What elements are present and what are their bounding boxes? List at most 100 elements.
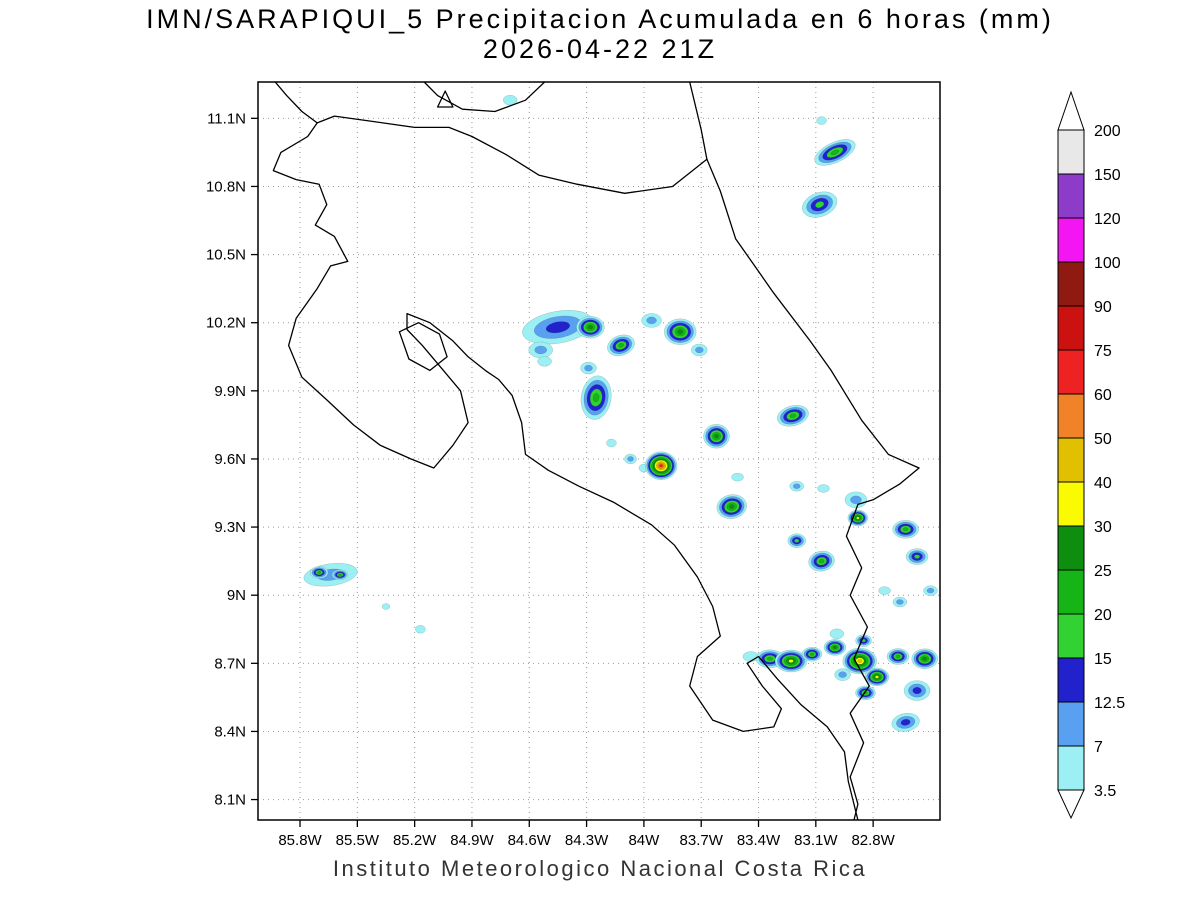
precip-contour: [809, 652, 815, 656]
colorbar-label: 3.5: [1094, 783, 1116, 800]
precip-contour: [817, 484, 830, 493]
lake-island-outline: [436, 90, 454, 108]
source-caption: Instituto Meteorologico Nacional Costa R…: [332, 856, 868, 881]
precip-contour: [587, 325, 593, 330]
precip-contour: [731, 472, 744, 482]
colorbar-label: 120: [1094, 211, 1121, 228]
x-tick-label: 83.1W: [794, 832, 838, 849]
x-tick-label: 82.8W: [851, 832, 895, 849]
precip-contour: [794, 538, 800, 543]
colorbar-band: [1057, 393, 1085, 439]
colorbar-label: 25: [1094, 563, 1112, 580]
precip-contour: [534, 345, 547, 355]
precip-contour: [788, 659, 794, 663]
colorbar-band: [1057, 437, 1085, 483]
precip-contour: [729, 504, 735, 509]
precipitation-field: [303, 94, 938, 732]
precip-contour: [714, 434, 719, 439]
lake-nicaragua-shore-outline: [423, 82, 546, 113]
y-tick-label: 9N: [227, 587, 246, 604]
colorbar-band: [1057, 349, 1085, 395]
colorbar-band: [1057, 613, 1085, 659]
precip-contour: [838, 671, 847, 678]
precip-contour: [545, 321, 570, 334]
colorbar-band: [1057, 569, 1085, 615]
colorbar-label: 20: [1094, 607, 1112, 624]
y-tick-label: 11.1N: [207, 110, 246, 127]
colorbar-label: 150: [1094, 167, 1121, 184]
colorbar-label: 12.5: [1094, 695, 1125, 712]
y-tick-label: 9.6N: [214, 451, 246, 468]
colorbar-under-arrow: [1057, 789, 1085, 820]
colorbar-label: 200: [1094, 123, 1121, 140]
coastlines: [272, 82, 920, 820]
x-tick-label: 83.4W: [737, 832, 781, 849]
nicaragua-pacific-coast-outline: [274, 82, 318, 124]
colorbar-label: 40: [1094, 475, 1112, 492]
colorbar-band: [1057, 657, 1085, 703]
pacific-coast-outline: [272, 122, 859, 820]
precip-contour: [895, 654, 901, 659]
precip-contour: [537, 356, 552, 367]
precip-contour: [338, 573, 342, 576]
colorbar-label: 75: [1094, 343, 1112, 360]
colorbar: 3.5 7 12.5 15 20 25 30 40 50 60 75 90 100 120 150 200: [1057, 90, 1125, 820]
precip-contour: [627, 456, 634, 462]
precip-contour: [766, 656, 773, 661]
colorbar-band: [1057, 261, 1085, 307]
x-tick-label: 84.6W: [508, 832, 552, 849]
colorbar-band: [1057, 173, 1085, 219]
colorbar-band: [1057, 481, 1085, 527]
precip-contour: [832, 645, 837, 649]
precip-contour: [677, 329, 684, 335]
y-tick-label: 10.5N: [206, 247, 246, 264]
x-tick-label: 85.8W: [278, 832, 322, 849]
y-tick-label: 10.8N: [206, 178, 246, 195]
x-tick-label: 84.3W: [565, 832, 609, 849]
y-tick-label: 9.9N: [214, 383, 246, 400]
precip-contour: [618, 343, 624, 348]
precip-contour: [926, 587, 935, 594]
precip-contour: [902, 527, 909, 532]
precip-contour: [793, 483, 801, 489]
precip-contour: [922, 656, 928, 661]
precip-contour: [695, 346, 704, 354]
precip-contour: [789, 413, 797, 419]
colorbar-label: 90: [1094, 299, 1112, 316]
precip-contour: [502, 94, 518, 106]
nicaragua-border-outline: [316, 115, 708, 194]
colorbar-over-arrow: [1057, 90, 1085, 131]
precip-contour: [317, 571, 322, 574]
precip-contour: [830, 149, 840, 156]
precip-contour: [900, 719, 911, 726]
precip-contour: [829, 628, 845, 639]
colorbar-band: [1057, 701, 1085, 747]
precip-contour: [878, 586, 891, 595]
precip-contour: [415, 625, 426, 634]
colorbar-band: [1057, 305, 1085, 351]
axes: 85.8W 85.5W 85.2W 84.9W 84.6W 84.3W 84W 83.7W 83…: [206, 110, 896, 849]
y-tick-label: 9.3N: [214, 519, 246, 536]
x-tick-label: 85.2W: [393, 832, 437, 849]
precip-contour: [381, 603, 391, 610]
x-tick-label: 84W: [628, 832, 660, 849]
precip-contour: [659, 464, 663, 468]
precip-contour: [856, 516, 860, 520]
gridlines: [258, 82, 940, 820]
precip-contour: [606, 438, 617, 448]
panama-border-outline: [845, 467, 920, 820]
chart-title: IMN/SARAPIQUI_5 Precipitacion Acumulada …: [146, 4, 1054, 34]
isla-chira-outline: [398, 322, 448, 372]
precip-contour: [818, 558, 825, 564]
x-tick-label: 85.5W: [336, 832, 380, 849]
precip-contour: [896, 599, 904, 605]
plot-border: [257, 81, 941, 821]
precip-contour: [592, 393, 600, 403]
precip-contour: [875, 675, 879, 679]
colorbar-band: [1057, 525, 1085, 571]
colorbar-label: 7: [1094, 739, 1103, 756]
colorbar-label: 15: [1094, 651, 1112, 668]
colorbar-band: [1057, 745, 1085, 791]
precip-contour: [584, 364, 593, 372]
